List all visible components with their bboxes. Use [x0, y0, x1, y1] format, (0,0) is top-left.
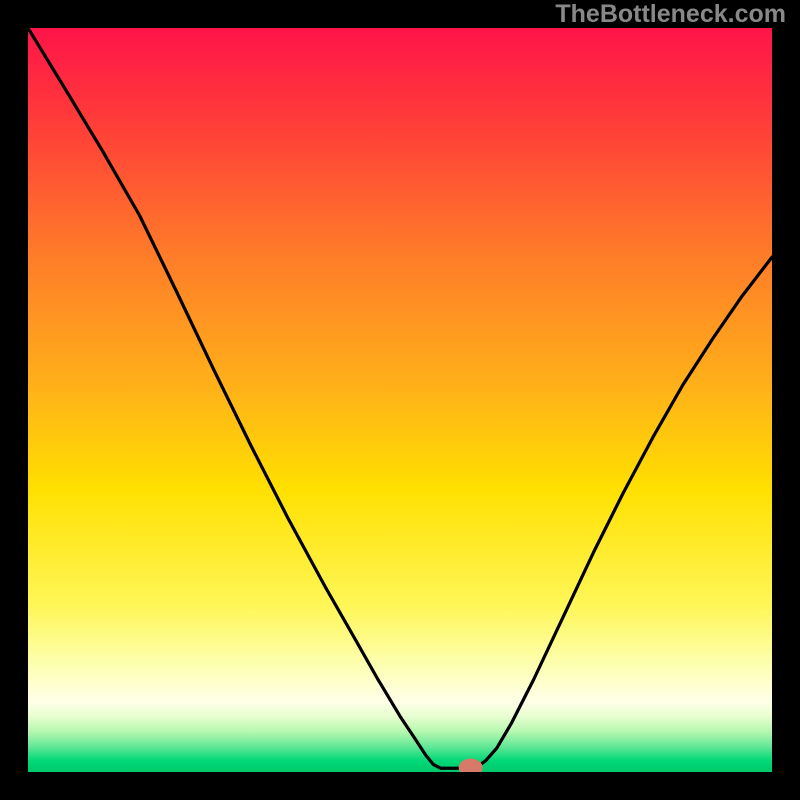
chart-container: [28, 28, 772, 772]
curve-path: [28, 28, 772, 768]
marker-dot: [459, 759, 483, 772]
bottleneck-curve: [28, 28, 772, 772]
watermark-text: TheBottleneck.com: [555, 0, 786, 29]
